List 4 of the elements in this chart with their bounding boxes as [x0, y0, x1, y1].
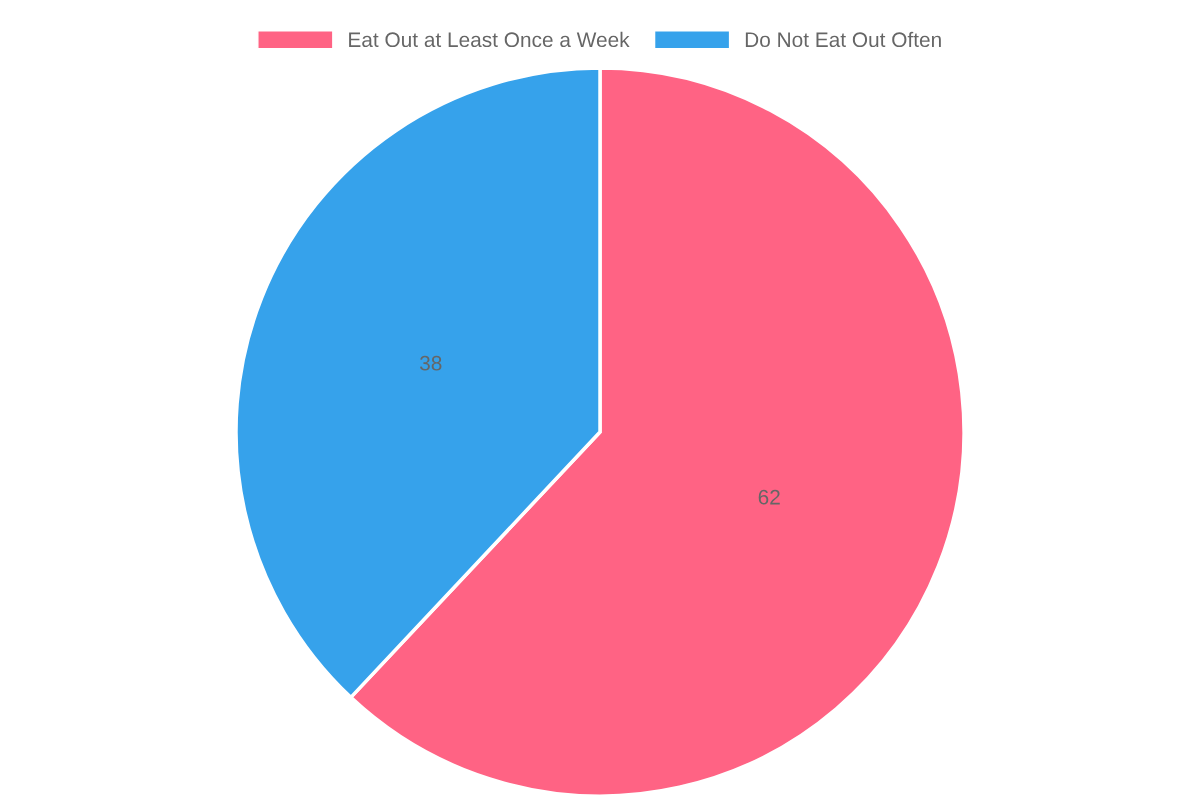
legend-label: Eat Out at Least Once a Week	[349, 31, 630, 48]
data-label: 62	[758, 489, 780, 505]
legend-label: Do Not Eat Out Often	[745, 31, 941, 48]
data-label: 38	[419, 355, 442, 371]
